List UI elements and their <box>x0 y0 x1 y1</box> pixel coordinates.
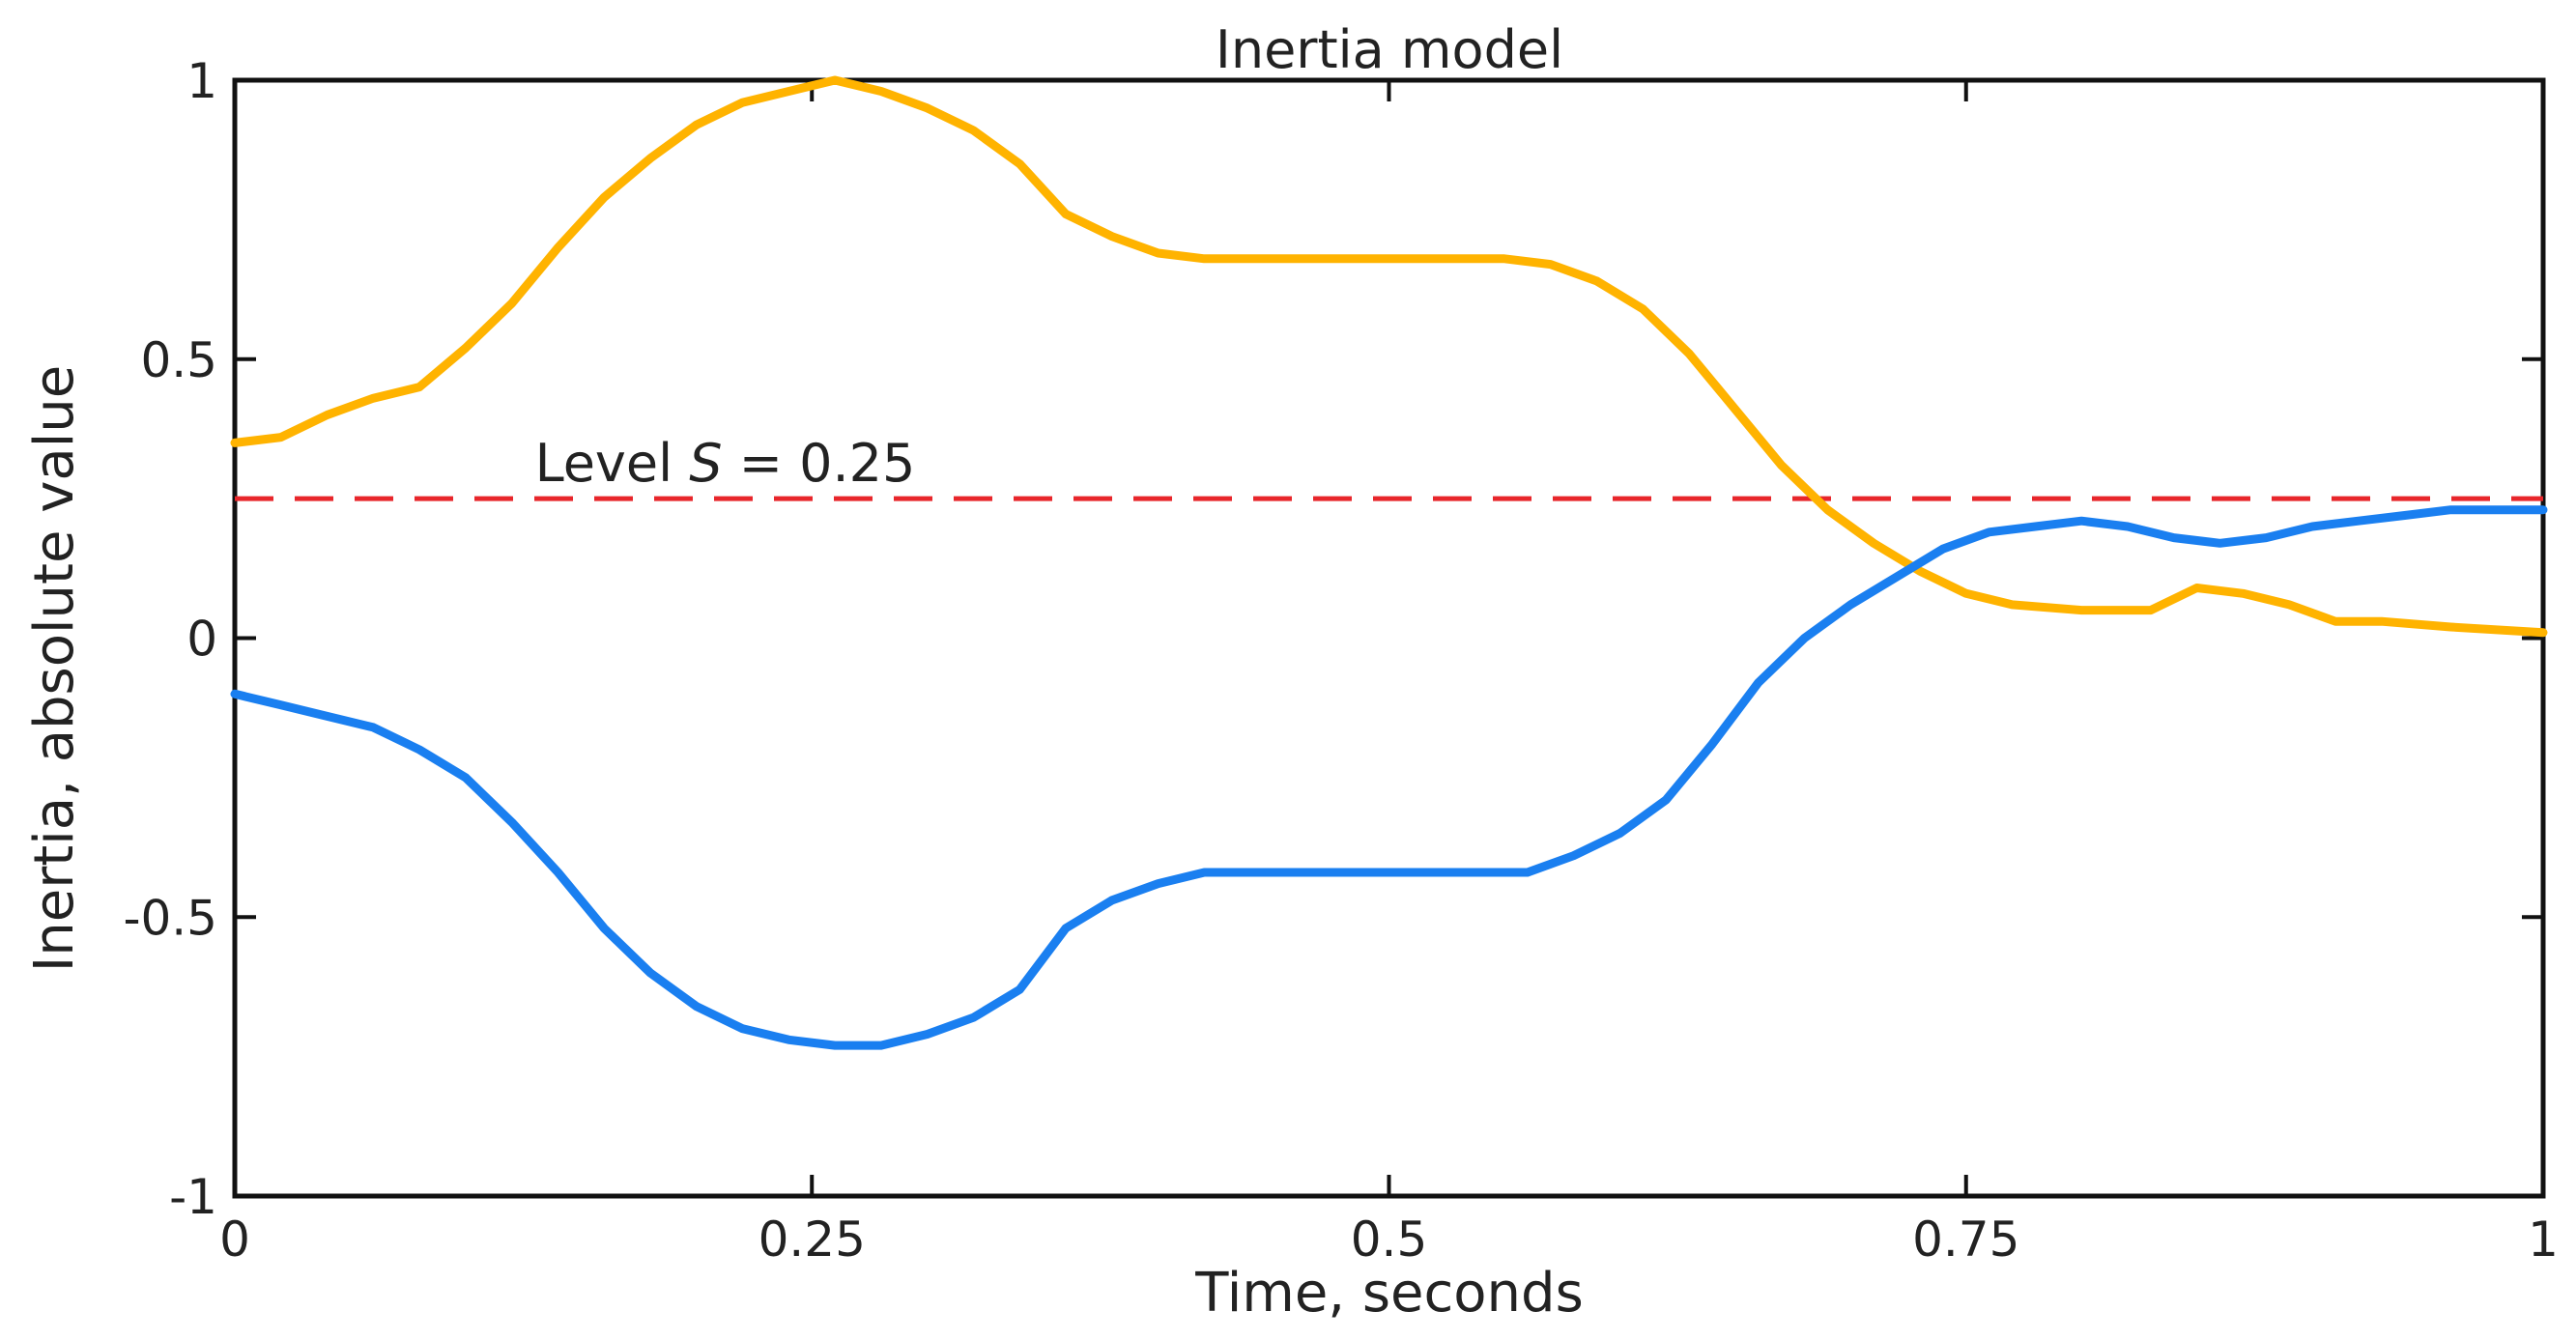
y-tick-label: 0.5 <box>140 332 217 388</box>
x-tick-label: 0.75 <box>1912 1212 2019 1268</box>
reference-line-label: Level S = 0.25 <box>535 433 916 494</box>
reference-label-prefix: Level <box>535 433 690 494</box>
y-tick-label: 1 <box>186 53 217 109</box>
tick-labels-layer: 0 0.25 0.5 0.75 1 1 0.5 0 -0.5 -1 <box>123 53 2558 1268</box>
y-tick-label: -0.5 <box>123 890 217 946</box>
y-tick-label: 0 <box>186 612 217 668</box>
ticks-layer <box>233 78 2545 1198</box>
x-axis-label: Time, seconds <box>1194 1262 1584 1325</box>
chart-title: Inertia model <box>1216 19 1563 80</box>
series-layer <box>230 75 2548 1050</box>
y-tick-label: -1 <box>169 1169 217 1225</box>
x-tick-label: 1 <box>2528 1212 2559 1268</box>
reference-label-suffix: = 0.25 <box>723 433 916 494</box>
x-tick-label: 0 <box>219 1212 250 1268</box>
reference-label-symbol: S <box>689 433 722 494</box>
series-line-1 <box>230 75 2548 638</box>
series-line-2 <box>230 505 2548 1050</box>
x-tick-label: 0.5 <box>1351 1212 1428 1268</box>
x-tick-label: 0.25 <box>758 1212 866 1268</box>
y-axis-label: Inertia, absolute value <box>23 365 86 972</box>
